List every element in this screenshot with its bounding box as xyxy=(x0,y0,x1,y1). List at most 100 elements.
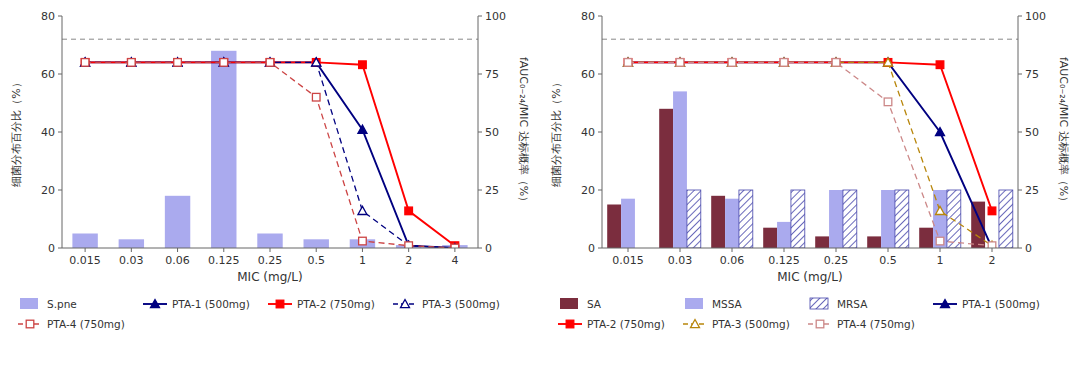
point xyxy=(173,58,182,66)
y-axis-label: 细菌分布百分比（%） xyxy=(550,77,563,186)
bar xyxy=(947,190,961,248)
point xyxy=(728,58,737,66)
bar xyxy=(791,190,805,248)
x-tick xyxy=(177,248,178,252)
point xyxy=(358,125,367,133)
y-tick-label: 80 xyxy=(581,10,595,23)
y-tick xyxy=(598,248,602,249)
line xyxy=(85,62,455,248)
legend-label: PTA-3 (500mg) xyxy=(422,298,500,310)
point xyxy=(936,128,945,136)
reference-line xyxy=(62,39,478,40)
point xyxy=(884,59,892,67)
legend-label: PTA-2 (750mg) xyxy=(297,298,375,310)
legend-label: PTA-4 (750mg) xyxy=(837,318,915,330)
point xyxy=(988,207,996,215)
panel: 02040608002550751000.0150.030.060.1250.2… xyxy=(550,10,1070,330)
bar xyxy=(165,196,190,248)
bar xyxy=(257,234,282,249)
y2-tick xyxy=(1018,190,1022,191)
point xyxy=(266,59,274,67)
x-tick xyxy=(628,248,629,252)
y2-tick-label: 25 xyxy=(485,184,499,197)
x-tick-label: 4 xyxy=(451,254,458,267)
bar xyxy=(72,234,97,249)
plot-area xyxy=(602,39,1018,248)
x-tick xyxy=(362,248,363,252)
legend-marker xyxy=(941,300,950,308)
point xyxy=(780,59,788,67)
x-tick-label: 0.25 xyxy=(258,254,283,267)
point xyxy=(988,242,996,248)
point xyxy=(266,58,275,66)
x-tick-label: 0.125 xyxy=(768,254,800,267)
point xyxy=(624,58,633,66)
point xyxy=(780,58,789,66)
legend-marker xyxy=(401,300,410,308)
y-tick-label: 20 xyxy=(41,184,55,197)
point xyxy=(174,59,182,67)
point xyxy=(676,58,685,66)
x-axis-label: MIC (mg/L) xyxy=(777,270,842,284)
y-tick xyxy=(598,16,602,17)
legend-item: SA xyxy=(560,298,602,310)
bar xyxy=(659,109,673,248)
y-tick-label: 40 xyxy=(581,126,595,139)
legend-marker xyxy=(691,320,700,328)
x-tick-label: 2 xyxy=(405,254,412,267)
legend-swatch xyxy=(810,298,828,309)
point xyxy=(936,206,945,214)
y2-tick-label: 0 xyxy=(485,242,492,255)
legend-label: MSSA xyxy=(712,298,743,310)
y2-tick-label: 75 xyxy=(1025,68,1039,81)
point xyxy=(936,61,944,69)
x-tick-label: 0.015 xyxy=(69,254,101,267)
legend-swatch xyxy=(560,298,578,309)
point xyxy=(780,59,788,67)
y2-tick xyxy=(1018,74,1022,75)
bar xyxy=(829,190,843,248)
bar xyxy=(739,190,753,248)
y-tick-label: 0 xyxy=(588,242,595,255)
y2-tick xyxy=(1018,16,1022,17)
legend-label: PTA-2 (750mg) xyxy=(587,318,665,330)
reference-line xyxy=(602,39,1018,40)
x-axis xyxy=(602,248,1018,249)
line xyxy=(85,62,455,248)
y2-axis-label: fAUC₀₋₂₄/MIC 达标概率（%） xyxy=(1057,57,1070,207)
bar xyxy=(867,236,881,248)
y-tick-label: 60 xyxy=(41,68,55,81)
x-tick xyxy=(992,248,993,252)
line xyxy=(85,62,455,248)
point xyxy=(128,59,136,67)
legend-marker xyxy=(816,320,824,328)
chart-root: 02040608002550751000.0150.030.060.1250.2… xyxy=(0,0,1080,380)
y-tick-label: 0 xyxy=(48,242,55,255)
bar xyxy=(881,190,895,248)
bar xyxy=(763,228,777,248)
x-tick-label: 1 xyxy=(937,254,944,267)
y2-tick-label: 50 xyxy=(1025,126,1039,139)
point xyxy=(832,59,840,67)
y2-tick-label: 100 xyxy=(1025,10,1046,23)
legend: S.pnePTA-1 (500mg)PTA-2 (750mg)PTA-3 (50… xyxy=(18,298,500,330)
x-tick-label: 0.25 xyxy=(824,254,849,267)
bar xyxy=(119,239,144,248)
x-tick xyxy=(316,248,317,252)
legend-item: S.pne xyxy=(20,298,77,310)
legend-label: SA xyxy=(587,298,602,310)
point xyxy=(312,93,320,101)
legend-item: PTA-1 (500mg) xyxy=(933,298,1040,310)
point xyxy=(359,237,367,245)
x-tick xyxy=(408,248,409,252)
legend: SAMSSAMRSAPTA-1 (500mg)PTA-2 (750mg)PTA-… xyxy=(558,298,1040,330)
point xyxy=(404,241,413,248)
y-tick-label: 20 xyxy=(581,184,595,197)
point xyxy=(359,61,367,69)
y2-tick xyxy=(478,74,482,75)
bar xyxy=(711,196,725,248)
x-tick-label: 0.125 xyxy=(208,254,240,267)
x-tick xyxy=(680,248,681,252)
point xyxy=(312,58,321,66)
y-tick-label: 80 xyxy=(41,10,55,23)
